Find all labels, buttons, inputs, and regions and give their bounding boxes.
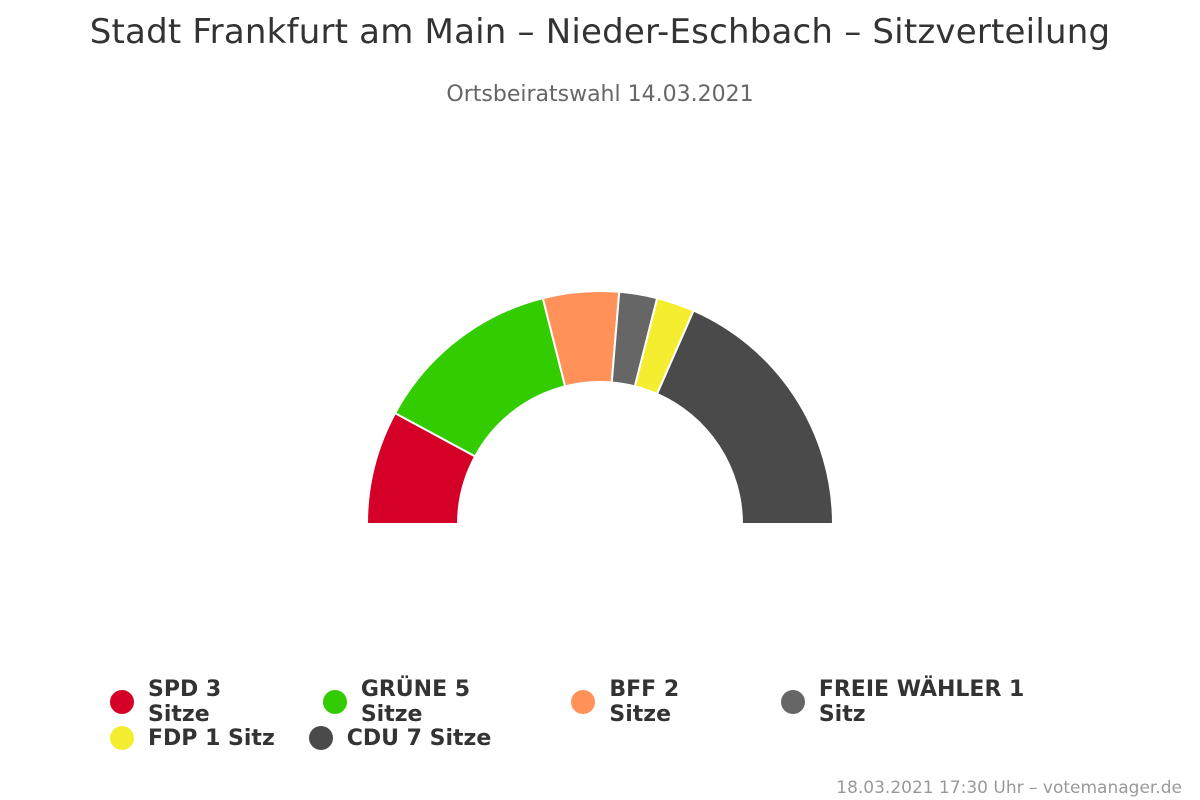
- seat-slice-cdu[interactable]: [655, 309, 835, 525]
- legend-marker-cdu: [308, 726, 333, 750]
- legend-item-cdu[interactable]: CDU 7 Sitze: [308, 725, 492, 751]
- legend-label-bff: BFF 2 Sitze: [609, 677, 680, 727]
- legend-item-bff[interactable]: BFF 2 Sitze: [571, 677, 746, 727]
- legend-label-fdp: FDP 1 Sitz: [148, 725, 275, 751]
- legend-label-gruene: GRÜNE 5 Sitze: [360, 677, 471, 727]
- legend-marker-gruene: [322, 690, 347, 714]
- legend-label-spd: SPD 3 Sitze: [148, 677, 222, 727]
- legend-row: SPD 3 Sitze GRÜNE 5 Sitze BFF 2 Sitze FR…: [110, 677, 1110, 727]
- legend-marker-freie-waehler: [780, 690, 805, 714]
- legend-item-spd[interactable]: SPD 3 Sitze: [110, 677, 289, 727]
- chart-title: Stadt Frankfurt am Main – Nieder-Eschbac…: [89, 12, 1111, 52]
- legend-item-gruene[interactable]: GRÜNE 5 Sitze: [322, 677, 538, 727]
- legend-item-freie-waehler[interactable]: FREIE WÄHLER 1 Sitz: [780, 677, 1076, 727]
- legend-item-fdp[interactable]: FDP 1 Sitz: [110, 726, 275, 751]
- chart-subtitle: Ortsbeiratswahl 14.03.2021: [446, 82, 754, 107]
- legend-marker-spd: [110, 690, 134, 714]
- legend-marker-bff: [571, 690, 596, 714]
- legend-label-freie-waehler: FREIE WÄHLER 1 Sitz: [818, 677, 1025, 727]
- credit-text: 18.03.2021 17:30 Uhr – votemanager.de: [836, 778, 1182, 798]
- legend: SPD 3 Sitze GRÜNE 5 Sitze BFF 2 Sitze FR…: [110, 677, 1110, 756]
- legend-label-cdu: CDU 7 Sitze: [346, 725, 492, 751]
- legend-marker-fdp: [110, 726, 134, 750]
- legend-row: FDP 1 Sitz CDU 7 Sitze: [110, 720, 1110, 756]
